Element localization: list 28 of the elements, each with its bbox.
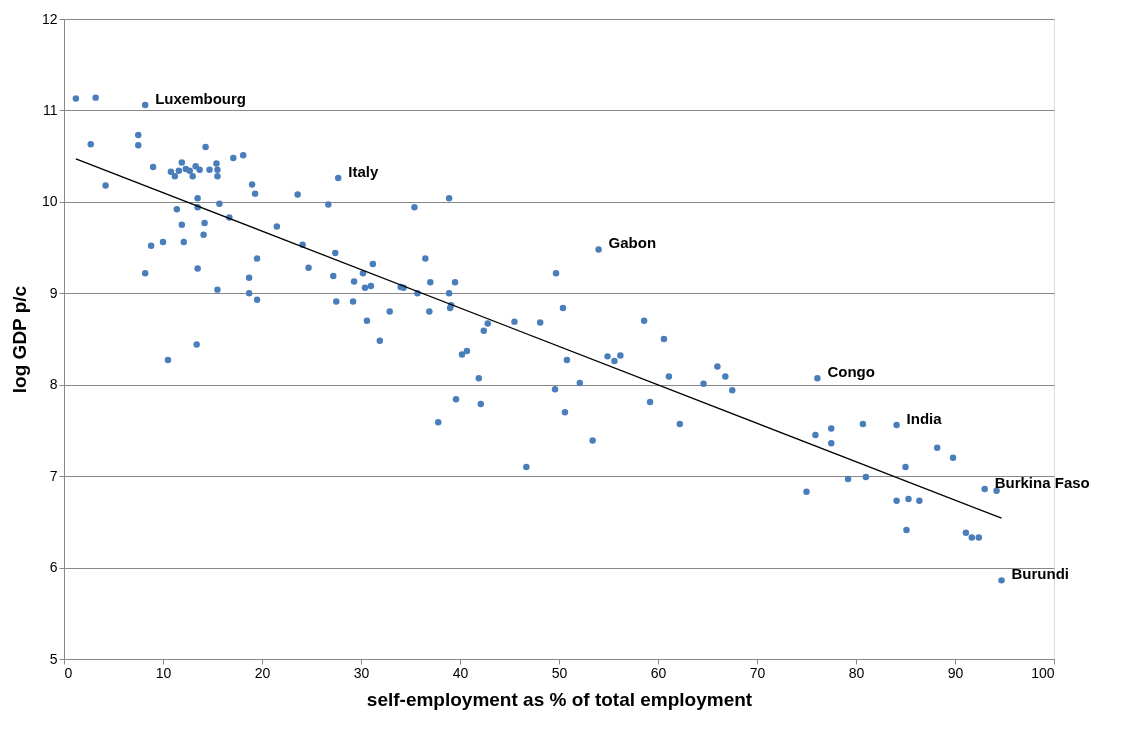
annotation: Luxembourg — [155, 89, 247, 107]
x-axis-title: self-employment as % of total employment — [366, 688, 753, 710]
y-tick-label: 5 — [49, 650, 58, 667]
y-tick-label: 6 — [49, 559, 58, 576]
annotation: Congo — [827, 363, 875, 381]
y-tick-label: 8 — [49, 376, 58, 393]
y-tick-label: 12 — [41, 10, 58, 27]
y-tick-label: 9 — [49, 284, 58, 301]
x-tick-label: 30 — [353, 664, 370, 681]
x-tick-label: 80 — [848, 664, 865, 681]
annotation: Burundi — [1011, 565, 1070, 583]
x-tick-label: 50 — [551, 664, 568, 681]
y-tick-label: 7 — [49, 467, 58, 484]
y-axis-title: log GDP p/c — [8, 285, 30, 394]
y-tick-label: 10 — [41, 193, 58, 210]
x-tick-label: 60 — [650, 664, 667, 681]
x-tick-label: 100 — [1031, 664, 1055, 681]
annotation: India — [906, 409, 943, 427]
annotation: Italy — [348, 163, 379, 181]
x-tick-label: 70 — [749, 664, 766, 681]
annotation: Burkina Faso — [994, 473, 1090, 491]
x-tick-label: 90 — [947, 664, 964, 681]
x-tick-label: 40 — [452, 664, 469, 681]
y-tick-label: 11 — [42, 101, 58, 118]
x-tick-label: 10 — [155, 664, 172, 681]
annotation: Gabon — [608, 234, 657, 252]
x-tick-label: 20 — [254, 664, 271, 681]
x-tick-label: 0 — [64, 664, 73, 681]
